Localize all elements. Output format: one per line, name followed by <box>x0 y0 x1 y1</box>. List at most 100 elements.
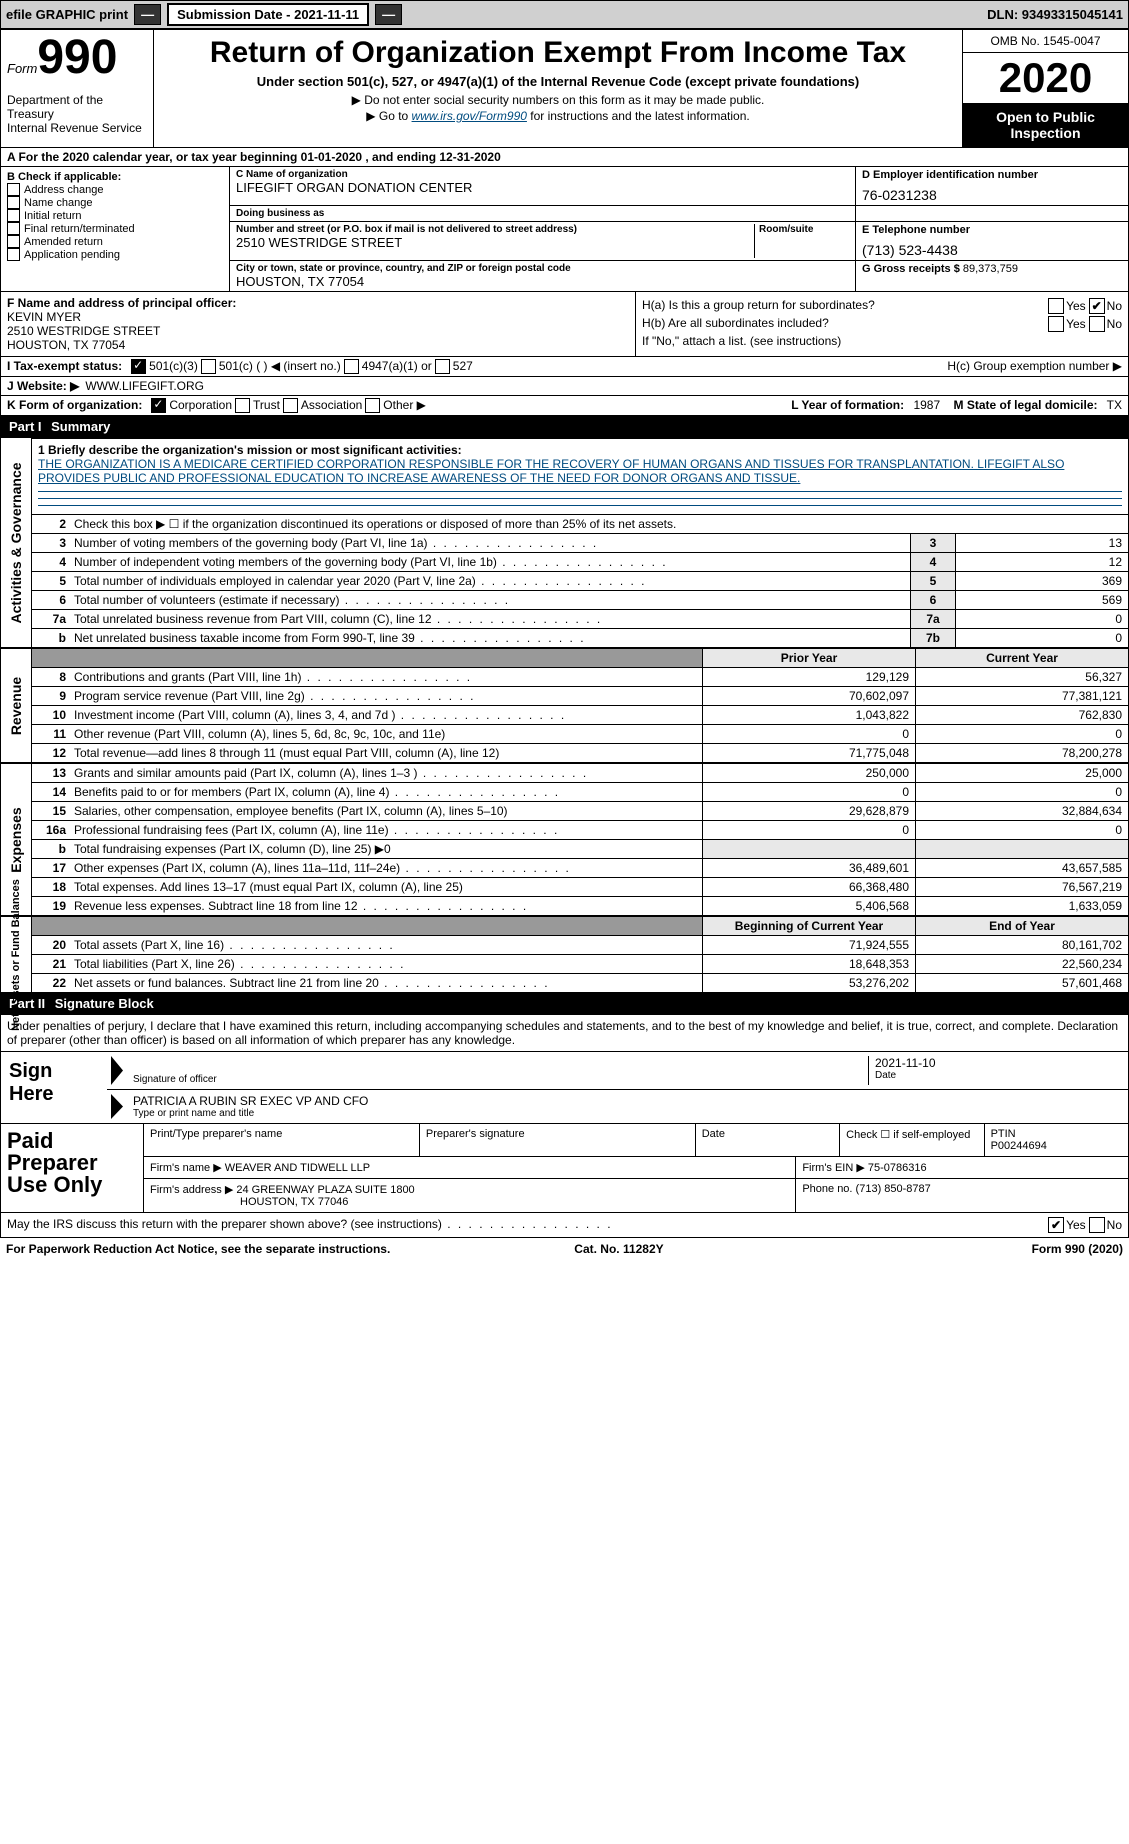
line10-curr: 762,830 <box>915 706 1128 724</box>
footer-cat-no: Cat. No. 11282Y <box>574 1242 663 1256</box>
city-label: City or town, state or province, country… <box>236 263 849 274</box>
firm-ein-label: Firm's EIN ▶ <box>802 1162 865 1174</box>
Hb-no-box[interactable] <box>1089 316 1105 332</box>
line16a-text: Professional fundraising fees (Part IX, … <box>70 821 702 839</box>
page-footer: For Paperwork Reduction Act Notice, see … <box>0 1238 1129 1260</box>
firm-addr-label: Firm's address ▶ <box>150 1184 233 1196</box>
line18-curr: 76,567,219 <box>915 878 1128 896</box>
line17-text: Other expenses (Part IX, column (A), lin… <box>70 859 702 877</box>
line10-text: Investment income (Part VIII, column (A)… <box>70 706 702 724</box>
chk-501c[interactable] <box>201 359 216 374</box>
tax-period-row: A For the 2020 calendar year, or tax yea… <box>0 148 1129 167</box>
efile-label: efile GRAPHIC print <box>6 7 128 22</box>
line5-val: 369 <box>955 572 1128 590</box>
summary-netassets-block: Net Assets or Fund Balances Beginning of… <box>0 916 1129 993</box>
line15-prior: 29,628,879 <box>702 802 915 820</box>
line7b-val: 0 <box>955 629 1128 647</box>
line6-val: 569 <box>955 591 1128 609</box>
Ha-yes-box[interactable] <box>1048 298 1064 314</box>
chk-other[interactable] <box>365 398 380 413</box>
chk-final-return[interactable] <box>7 222 20 235</box>
block-J-website: J Website: ▶ WWW.LIFEGIFT.ORG <box>0 377 1129 396</box>
department-label: Department of the Treasury Internal Reve… <box>7 93 147 135</box>
check-self-label: Check ☐ if self-employed <box>846 1128 977 1141</box>
J-label: J Website: ▶ <box>7 379 79 393</box>
discuss-yes-box[interactable] <box>1048 1217 1064 1233</box>
officer-addr1: 2510 WESTRIDGE STREET <box>7 324 629 338</box>
efile-btn-dash2[interactable]: — <box>375 4 402 25</box>
prep-name-label: Print/Type preparer's name <box>150 1128 413 1140</box>
line9-prior: 70,602,097 <box>702 687 915 705</box>
chk-501c3[interactable] <box>131 359 146 374</box>
line8-text: Contributions and grants (Part VIII, lin… <box>70 668 702 686</box>
line12-prior: 71,775,048 <box>702 744 915 762</box>
chk-4947[interactable] <box>344 359 359 374</box>
chk-assoc[interactable] <box>283 398 298 413</box>
chk-application-pending[interactable] <box>7 248 20 261</box>
lbl-501c3: 501(c)(3) <box>149 359 198 374</box>
firm-phone-label: Phone no. <box>802 1183 852 1195</box>
line10-prior: 1,043,822 <box>702 706 915 724</box>
line13-text: Grants and similar amounts paid (Part IX… <box>70 764 702 782</box>
chk-address-change[interactable] <box>7 183 20 196</box>
Ha-no-box[interactable] <box>1089 298 1105 314</box>
line13-curr: 25,000 <box>915 764 1128 782</box>
block-C-dba: Doing business as <box>230 206 855 221</box>
signature-block: Under penalties of perjury, I declare th… <box>0 1014 1129 1238</box>
part-I-num: Part I <box>9 419 42 434</box>
line22-text: Net assets or fund balances. Subtract li… <box>70 974 702 992</box>
lbl-final-return: Final return/terminated <box>24 223 135 235</box>
Ha-yes-lbl: Yes <box>1066 299 1086 313</box>
chk-initial-return[interactable] <box>7 209 20 222</box>
form-year-block: OMB No. 1545-0047 2020 Open to Public In… <box>963 30 1128 147</box>
chk-527[interactable] <box>435 359 450 374</box>
B-label: B Check if applicable: <box>7 171 223 183</box>
block-KLM: K Form of organization: Corporation Trus… <box>0 396 1129 416</box>
sig-date-value: 2021-11-10 <box>875 1056 1118 1070</box>
block-E-phone: E Telephone number (713) 523-4438 <box>855 222 1128 260</box>
line8-prior: 129,129 <box>702 668 915 686</box>
lbl-application-pending: Application pending <box>24 249 120 261</box>
side-label-revenue: Revenue <box>1 649 32 762</box>
form990-url-link[interactable]: www.irs.gov/Form990 <box>412 109 527 123</box>
line21-curr: 22,560,234 <box>915 955 1128 973</box>
line21-prior: 18,648,353 <box>702 955 915 973</box>
line5-text: Total number of individuals employed in … <box>70 572 910 590</box>
summary-governance-block: Activities & Governance 1 Briefly descri… <box>0 437 1129 648</box>
ptin-label: PTIN <box>991 1128 1122 1140</box>
Ha-question: H(a) Is this a group return for subordin… <box>642 298 1045 314</box>
line14-prior: 0 <box>702 783 915 801</box>
lbl-501c: 501(c) ( ) ◀ (insert no.) <box>219 359 341 374</box>
line15-text: Salaries, other compensation, employee b… <box>70 802 702 820</box>
line14-curr: 0 <box>915 783 1128 801</box>
goto-pre: ▶ Go to <box>366 109 411 123</box>
end-year-header: End of Year <box>915 917 1128 935</box>
block-C-addr: Number and street (or P.O. box if mail i… <box>230 222 855 260</box>
line4-val: 12 <box>955 553 1128 571</box>
lbl-527: 527 <box>453 359 473 374</box>
open-to-public-badge: Open to Public Inspection <box>963 103 1128 147</box>
Hb-yes-box[interactable] <box>1048 316 1064 332</box>
discuss-no-box[interactable] <box>1089 1217 1105 1233</box>
prep-sig-label: Preparer's signature <box>426 1128 689 1140</box>
firm-addr1-value: 24 GREENWAY PLAZA SUITE 1800 <box>236 1184 414 1196</box>
block-H: H(a) Is this a group return for subordin… <box>636 292 1128 356</box>
chk-trust[interactable] <box>235 398 250 413</box>
firm-name-value: WEAVER AND TIDWELL LLP <box>225 1162 370 1174</box>
paid-preparer-label: Paid Preparer Use Only <box>1 1124 144 1212</box>
prior-year-header: Prior Year <box>702 649 915 667</box>
mission-text: THE ORGANIZATION IS A MEDICARE CERTIFIED… <box>38 457 1122 485</box>
line20-curr: 80,161,702 <box>915 936 1128 954</box>
line8-curr: 56,327 <box>915 668 1128 686</box>
line16b-curr <box>915 840 1128 858</box>
chk-corp[interactable] <box>151 398 166 413</box>
chk-name-change[interactable] <box>7 196 20 209</box>
D-label: D Employer identification number <box>862 169 1122 181</box>
Hc-label: H(c) Group exemption number ▶ <box>947 359 1122 374</box>
lbl-address-change: Address change <box>24 184 104 196</box>
C-name-label: C Name of organization <box>236 169 849 180</box>
chk-amended-return[interactable] <box>7 235 20 248</box>
line9-text: Program service revenue (Part VIII, line… <box>70 687 702 705</box>
efile-btn-dash[interactable]: — <box>134 4 161 25</box>
lbl-corp: Corporation <box>169 398 232 413</box>
